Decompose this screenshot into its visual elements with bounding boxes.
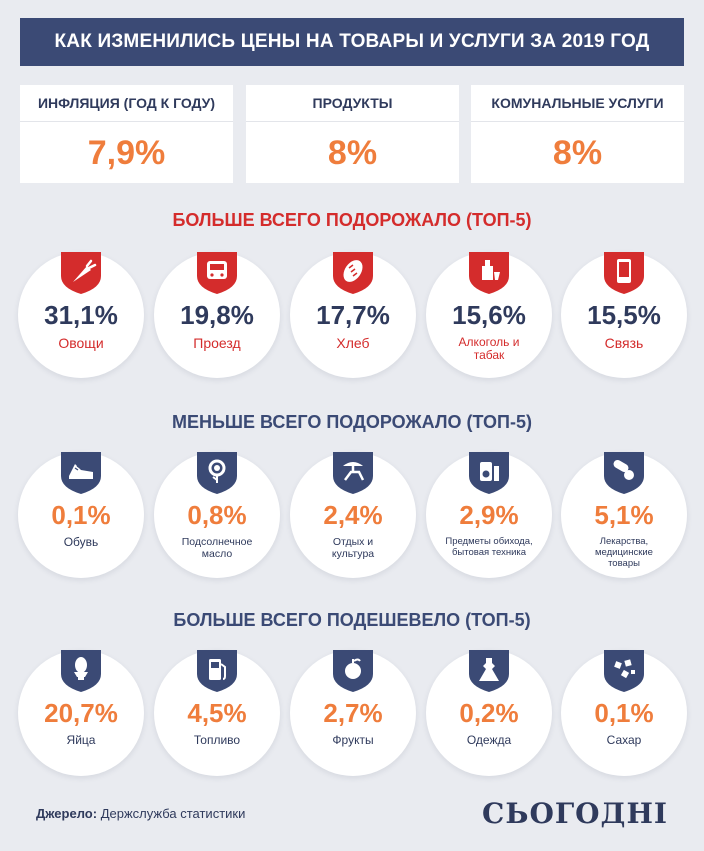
appliance-icon (463, 452, 515, 494)
stat-divider (246, 121, 459, 122)
brand-logo: СЬОГОДНІ (482, 797, 668, 830)
item-caption: Хлеб (336, 335, 370, 351)
item-value: 15,6% (452, 300, 526, 330)
summary-stats: ИНФЛЯЦИЯ (ГОД К ГОДУ) 7,9% ПРОДУКТЫ 8% К… (20, 85, 684, 183)
item-communication: 15,5% Связь (561, 252, 687, 378)
item-value: 0,1% (594, 698, 654, 728)
item-value: 2,4% (323, 500, 383, 530)
stat-label: КОМУНАЛЬНЫЕ УСЛУГИ (491, 95, 664, 111)
item-caption: Отдых и культура (331, 536, 375, 560)
item-medicine: 5,1% Лекарства, медицинские товары (561, 452, 687, 578)
apple-icon (327, 650, 379, 692)
item-value: 20,7% (44, 698, 118, 728)
item-caption: Одежда (466, 733, 512, 747)
item-vegetables: 31,1% Овощи (18, 252, 144, 378)
section-row-most-expensive: 31,1% Овощи 19,8% Проезд 17,7% Хлеб 15,6… (0, 252, 704, 382)
bus-icon (191, 252, 243, 294)
item-value: 2,9% (459, 500, 519, 530)
egg-icon (55, 650, 107, 692)
section-heading-least-expensive: МЕНЬШЕ ВСЕГО ПОДОРОЖАЛО (ТОП-5) (172, 412, 532, 432)
item-alcohol: 15,6% Алкоголь и табак (426, 252, 552, 378)
phone-icon (598, 252, 650, 294)
stat-divider (471, 121, 684, 122)
item-caption: Подсолнечное масло (181, 536, 253, 560)
item-caption: Связь (604, 335, 644, 351)
item-sugar: 0,1% Сахар (561, 650, 687, 776)
fuel-icon (191, 650, 243, 692)
beach-chair-icon (327, 452, 379, 494)
item-value: 0,8% (187, 500, 247, 530)
item-eggs: 20,7% Яйца (18, 650, 144, 776)
item-leisure: 2,4% Отдых и культура (290, 452, 416, 578)
sneaker-icon (55, 452, 107, 494)
item-caption: Сахар (606, 733, 642, 747)
section-row-least-expensive: 0,1% Обувь 0,8% Подсолнечное масло 2,4% … (0, 452, 704, 582)
bread-icon (327, 252, 379, 294)
carrot-icon (55, 252, 107, 294)
source-text: Держслужба статистики (100, 806, 246, 821)
item-caption: Овощи (58, 335, 104, 351)
item-caption: Лекарства, медицинские товары (595, 536, 653, 569)
item-caption: Обувь (63, 535, 99, 549)
item-household: 2,9% Предметы обихода, бытовая техника (426, 452, 552, 578)
item-caption: Проезд (193, 335, 241, 351)
section-heading-most-expensive: БОЛЬШЕ ВСЕГО ПОДОРОЖАЛО (ТОП-5) (172, 210, 532, 230)
item-value: 17,7% (316, 300, 390, 330)
stat-label: ПРОДУКТЫ (312, 95, 393, 111)
item-value: 2,7% (323, 698, 383, 728)
item-fuel: 4,5% Топливо (154, 650, 280, 776)
source-label: Джерело: (36, 806, 98, 821)
stat-label: ИНФЛЯЦИЯ (ГОД К ГОДУ) (37, 95, 216, 111)
item-value: 31,1% (44, 300, 118, 330)
item-caption: Предметы обихода, бытовая техника (445, 536, 533, 558)
item-sunflower-oil: 0,8% Подсолнечное масло (154, 452, 280, 578)
item-transport: 19,8% Проезд (154, 252, 280, 378)
stat-card-inflation: ИНФЛЯЦИЯ (ГОД К ГОДУ) 7,9% (20, 85, 233, 183)
bottle-icon (463, 252, 515, 294)
item-value: 0,2% (459, 698, 519, 728)
stat-value: 8% (327, 134, 378, 172)
sunflower-icon (191, 452, 243, 494)
item-fruits: 2,7% Фрукты (290, 650, 416, 776)
pills-icon (598, 452, 650, 494)
item-value: 15,5% (587, 300, 661, 330)
item-value: 5,1% (594, 500, 654, 530)
item-caption: Фрукты (332, 733, 374, 747)
item-caption: Алкоголь и табак (458, 335, 520, 362)
item-value: 4,5% (187, 698, 247, 728)
sugar-icon (598, 650, 650, 692)
stat-value: 7,9% (87, 134, 166, 172)
section-heading-cheaper: БОЛЬШЕ ВСЕГО ПОДЕШЕВЕЛО (ТОП-5) (173, 610, 531, 630)
stat-card-utilities: КОМУНАЛЬНЫЕ УСЛУГИ 8% (471, 85, 684, 183)
source-note: Джерело: Держслужба статистики (36, 806, 245, 821)
item-shoes: 0,1% Обувь (18, 452, 144, 578)
item-value: 19,8% (180, 300, 254, 330)
page-title: КАК ИЗМЕНИЛИСЬ ЦЕНЫ НА ТОВАРЫ И УСЛУГИ З… (20, 18, 684, 66)
section-row-cheaper: 20,7% Яйца 4,5% Топливо 2,7% Фрукты 0,2%… (0, 650, 704, 780)
stat-divider (20, 121, 233, 122)
item-clothing: 0,2% Одежда (426, 650, 552, 776)
dress-icon (463, 650, 515, 692)
item-caption: Яйца (66, 733, 96, 747)
item-caption: Топливо (193, 733, 241, 747)
item-bread: 17,7% Хлеб (290, 252, 416, 378)
stat-value: 8% (552, 134, 603, 172)
item-value: 0,1% (51, 500, 111, 530)
stat-card-products: ПРОДУКТЫ 8% (246, 85, 459, 183)
